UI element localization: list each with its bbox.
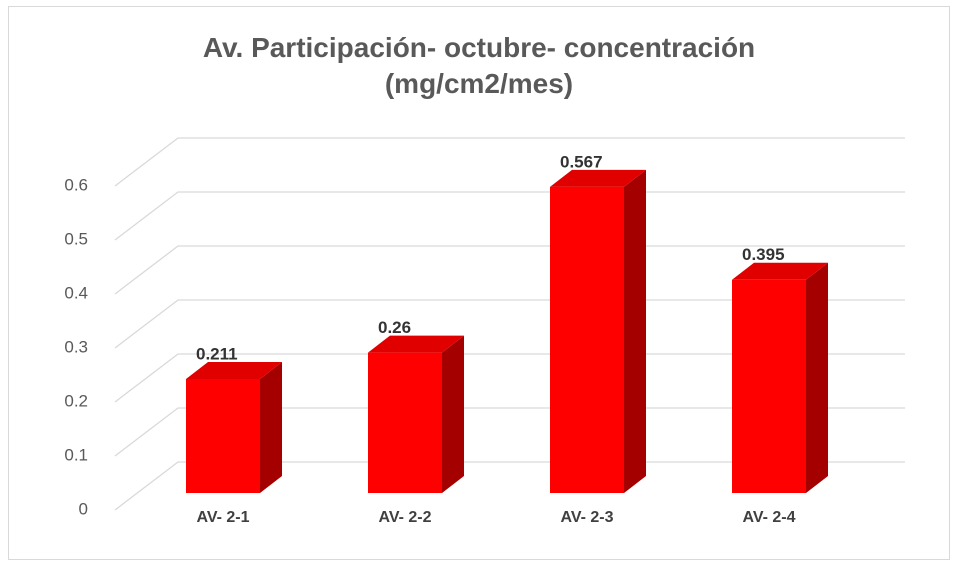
chart-title: Av. Participación- octubre- concentració… [202,32,756,99]
x-tick-label: AV- 2-3 [560,509,613,526]
bar [368,335,464,493]
grid-line [114,461,905,511]
bar-front [550,186,624,493]
value-label: 0.26 [378,318,411,337]
bar-front [368,352,442,493]
bar-top [732,262,828,280]
y-tick-label: 0.4 [64,283,88,302]
grid-line [114,407,905,457]
y-tick-label: 0.2 [64,391,88,410]
bar [550,169,646,493]
bar-side [260,362,282,493]
y-tick-label: 0.3 [64,337,88,356]
bar-front [732,279,806,493]
bar-front [186,379,260,493]
bar-top [550,169,646,187]
bar-side [624,169,646,493]
value-label: 0.395 [742,245,785,264]
x-tick-label: AV- 2-1 [196,509,249,526]
bar-side [442,335,464,493]
value-label: 0.211 [196,345,238,364]
bar-side [806,262,828,493]
bar-top [186,362,282,380]
bar [186,362,282,493]
grid-line [114,191,905,241]
y-tick-label: 0.6 [64,175,88,194]
y-tick-label: 0.1 [64,445,88,464]
grid-line [114,353,905,403]
grid-line [114,299,905,349]
y-tick-label: 0.5 [64,229,88,248]
bar-top [368,335,464,353]
value-label: 0.567 [560,152,603,171]
chart-border [8,6,950,560]
y-tick-label: 0 [79,499,88,518]
grid-line [114,245,905,295]
bar [732,262,828,493]
grid-line [114,137,905,187]
x-tick-label: AV- 2-2 [378,509,431,526]
x-tick-label: AV- 2-4 [742,509,795,526]
